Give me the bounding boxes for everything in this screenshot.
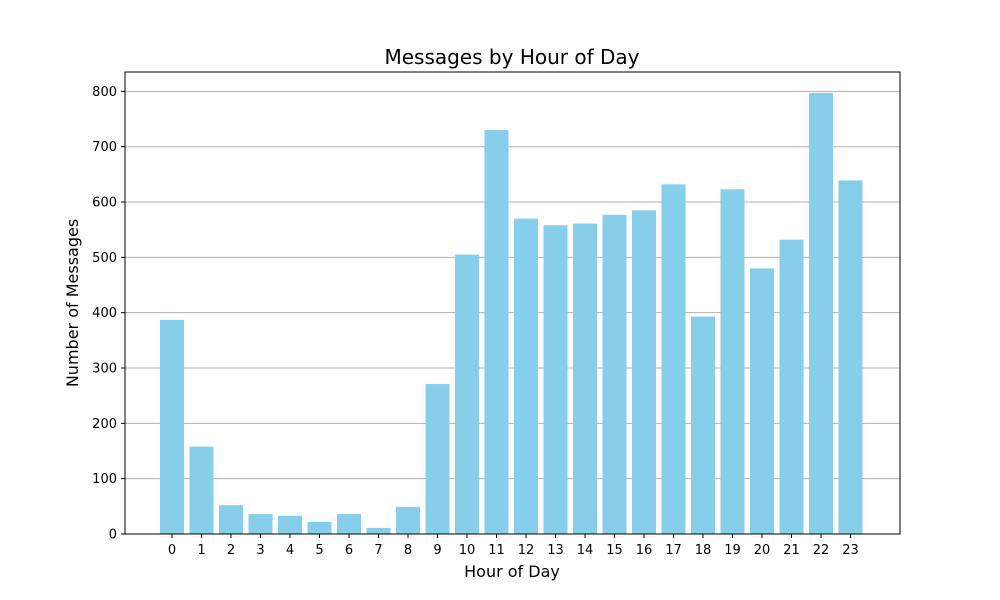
bar-hour-23 <box>838 180 863 535</box>
x-tick-label: 2 <box>227 543 235 558</box>
x-tick-label: 22 <box>813 543 830 558</box>
x-tick-label: 3 <box>256 543 264 558</box>
bar-hour-3 <box>248 514 273 534</box>
y-axis-label: Number of Messages <box>63 219 82 387</box>
x-tick-label: 0 <box>168 543 176 558</box>
x-tick-label: 7 <box>374 543 382 558</box>
x-tick-label: 21 <box>783 543 800 558</box>
bar-hour-8 <box>396 506 420 534</box>
bar-hour-12 <box>514 218 538 535</box>
bar-hour-14 <box>573 223 597 534</box>
bar-hour-1 <box>189 446 214 534</box>
bar-hour-7 <box>366 527 391 534</box>
x-tick-label: 11 <box>488 543 505 558</box>
bar-hour-16 <box>632 210 656 534</box>
x-tick-label: 23 <box>842 543 859 558</box>
y-tick-label: 0 <box>109 528 117 543</box>
x-tick-label: 18 <box>695 543 712 558</box>
bar-hour-19 <box>720 189 745 534</box>
x-tick-label: 20 <box>754 543 771 558</box>
x-tick-label: 13 <box>547 543 564 558</box>
y-gridlines <box>125 90 900 535</box>
x-tick-label: 10 <box>459 543 476 558</box>
bar-hour-15 <box>602 214 627 534</box>
y-tick-label: 200 <box>92 417 117 432</box>
bar-hour-9 <box>425 384 450 534</box>
y-tick-label: 800 <box>92 85 117 100</box>
chart-title: Messages by Hour of Day <box>385 45 640 69</box>
bar-hour-17 <box>661 184 686 535</box>
bar-hour-13 <box>543 225 568 534</box>
y-tick-label: 100 <box>92 472 117 487</box>
bars <box>160 93 863 535</box>
x-tick-label: 4 <box>286 543 294 558</box>
y-tick-label: 700 <box>92 140 117 155</box>
x-tick-label: 5 <box>315 543 323 558</box>
bar-hour-21 <box>779 239 804 535</box>
bar-hour-2 <box>219 505 243 534</box>
x-tick-label: 16 <box>636 543 653 558</box>
bar-hour-0 <box>160 319 184 534</box>
y-tick-label: 400 <box>92 306 117 321</box>
x-tick-label: 14 <box>577 543 594 558</box>
x-axis: 0 1 2 3 4 5 6 7 8 9 10 11 12 13 14 15 16 17 18 19 20 21 22 23 <box>168 534 859 558</box>
y-tick-label: 300 <box>92 362 117 377</box>
bar-hour-6 <box>337 514 361 534</box>
bar-hour-5 <box>307 521 332 534</box>
plot-frame <box>124 71 901 535</box>
bar-hour-10 <box>455 254 479 534</box>
x-tick-label: 12 <box>518 543 535 558</box>
bar-hour-4 <box>278 515 302 534</box>
bar-hour-20 <box>750 268 774 534</box>
bar-hour-22 <box>809 93 833 534</box>
x-tick-label: 6 <box>345 543 353 558</box>
x-tick-label: 8 <box>404 543 412 558</box>
x-tick-label: 17 <box>665 543 682 558</box>
y-axis: 0 100 200 300 400 500 600 700 800 <box>92 85 125 543</box>
bar-hour-11 <box>484 130 509 534</box>
x-tick-label: 19 <box>724 543 741 558</box>
x-axis-label: Hour of Day <box>464 562 560 581</box>
y-tick-label: 600 <box>92 196 117 211</box>
bar-hour-18 <box>691 316 715 534</box>
x-tick-label: 9 <box>433 543 441 558</box>
x-tick-label: 1 <box>197 543 205 558</box>
x-tick-label: 15 <box>606 543 623 558</box>
y-tick-label: 500 <box>92 251 117 266</box>
